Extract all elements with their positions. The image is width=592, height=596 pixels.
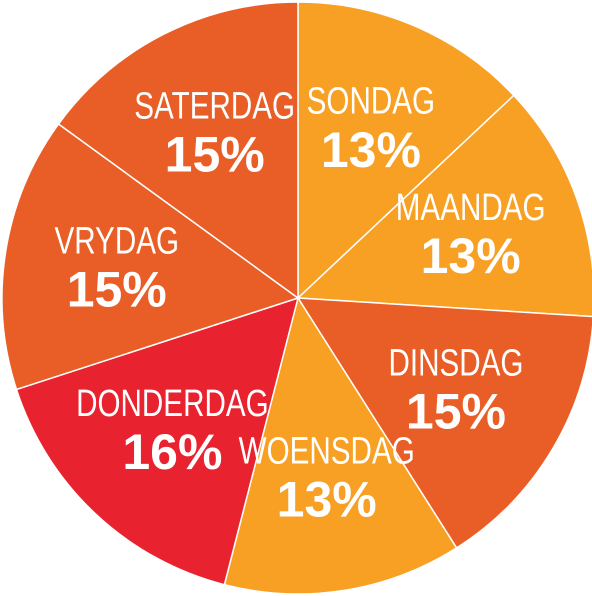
pie-slice <box>223 296 458 595</box>
slice-value: 16% <box>122 424 222 480</box>
pie-slice <box>57 1 299 300</box>
slice-value: 13% <box>277 471 377 527</box>
slice-value: 13% <box>421 228 521 284</box>
slice-value: 15% <box>406 384 506 440</box>
slice-label: WOENSDAG <box>239 430 415 472</box>
pie-slice <box>296 94 592 318</box>
pie-slice <box>296 297 592 549</box>
pie-slice <box>15 296 300 586</box>
slice-label: DONDERDAG <box>76 382 269 424</box>
pie-slice <box>297 1 515 300</box>
pie-slice <box>1 122 300 391</box>
slice-label: VRYDAG <box>54 220 179 262</box>
slice-value: 15% <box>67 261 167 317</box>
slice-label: SONDAG <box>307 80 435 122</box>
slice-value: 13% <box>321 122 421 178</box>
slice-value: 15% <box>165 127 265 183</box>
slice-label: DINSDAG <box>388 342 523 384</box>
slice-label: SATERDAG <box>134 85 295 127</box>
slice-label: MAANDAG <box>396 186 546 228</box>
